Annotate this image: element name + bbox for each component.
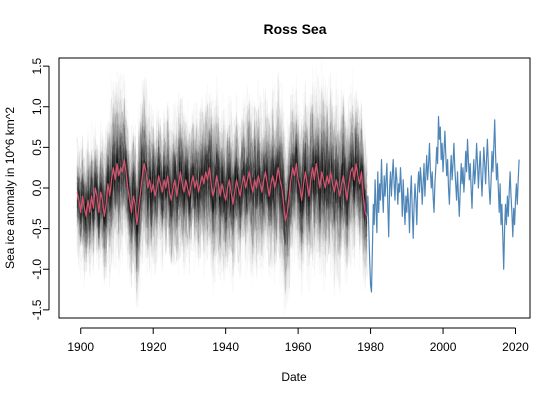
ensemble-trace [76,113,368,273]
ensemble-trace [76,121,368,272]
x-tick-label: 2000 [430,340,457,354]
ensemble-trace [76,147,368,242]
ensemble-trace [76,135,368,237]
x-tick-label: 1980 [357,340,384,354]
chart-title: Ross Sea [263,21,326,37]
x-axis: 1900 1920 1940 1960 1980 2000 2020 [67,327,529,354]
x-tick-label: 1960 [285,340,312,354]
ensemble-trace [76,100,368,278]
ensemble-trace [76,102,368,262]
ensemble-trace [76,119,368,276]
ensemble-trace [76,146,368,227]
ensemble-trace [76,132,368,248]
y-tick-label: 1.5 [30,57,44,74]
ensemble-trace [76,111,368,267]
y-tick-label: -1.0 [30,259,44,280]
ensemble-trace [76,132,368,246]
ensemble-trace [76,90,368,279]
ensemble-trace [76,105,368,294]
ensemble-trace [76,113,368,250]
y-tick-label: 0.0 [30,179,44,196]
ensemble-trace [76,133,368,259]
ensemble-trace [76,118,368,257]
y-axis-label: Sea ice anomaly in 10^6 km^2 [3,107,17,269]
plot-frame [58,57,531,319]
ensemble-trace [76,133,368,255]
ensemble-trace [76,123,368,242]
ensemble-trace [76,117,368,260]
ensemble-trace [76,147,368,237]
y-tick-label: 1.0 [30,98,44,115]
ensemble-trace [76,108,368,270]
y-tick-label: -0.5 [30,218,44,239]
ensemble-trace [76,111,368,257]
observed-line [366,115,520,293]
ensemble-trace [76,95,368,263]
ensemble-trace [76,107,368,274]
ensemble-trace [76,135,368,249]
ensemble-trace [76,124,368,247]
series-layer [76,115,520,293]
ensemble-trace [76,120,368,272]
x-axis-label: Date [281,370,307,384]
ensemble-trace [76,114,368,253]
ensemble-trace [76,143,368,249]
ensemble-trace [76,98,368,273]
ensemble-trace [76,127,368,271]
ensemble-trace [76,105,368,291]
ensemble-trace [76,95,368,270]
ensemble-trace [76,121,368,248]
ensemble-trace [76,130,368,247]
y-tick-label: -1.5 [30,299,44,320]
reconstruction-mean-line [76,159,368,226]
x-tick-label: 2020 [502,340,529,354]
ensemble-trace [76,109,368,294]
ensemble-trace [76,136,368,240]
y-tick-label: 0.5 [30,139,44,156]
y-axis: -1.5 -1.0 -0.5 0.0 0.5 1.0 1.5 [30,57,50,320]
x-tick-label: 1900 [67,340,94,354]
ensemble-trace [76,126,368,251]
x-tick-label: 1920 [140,340,167,354]
ensemble-trace [76,140,368,239]
ensemble-trace [76,127,368,253]
ensemble-trace [76,126,368,245]
x-tick-label: 1940 [212,340,239,354]
ensemble-trace [76,99,368,273]
ensemble-trace [76,148,368,233]
